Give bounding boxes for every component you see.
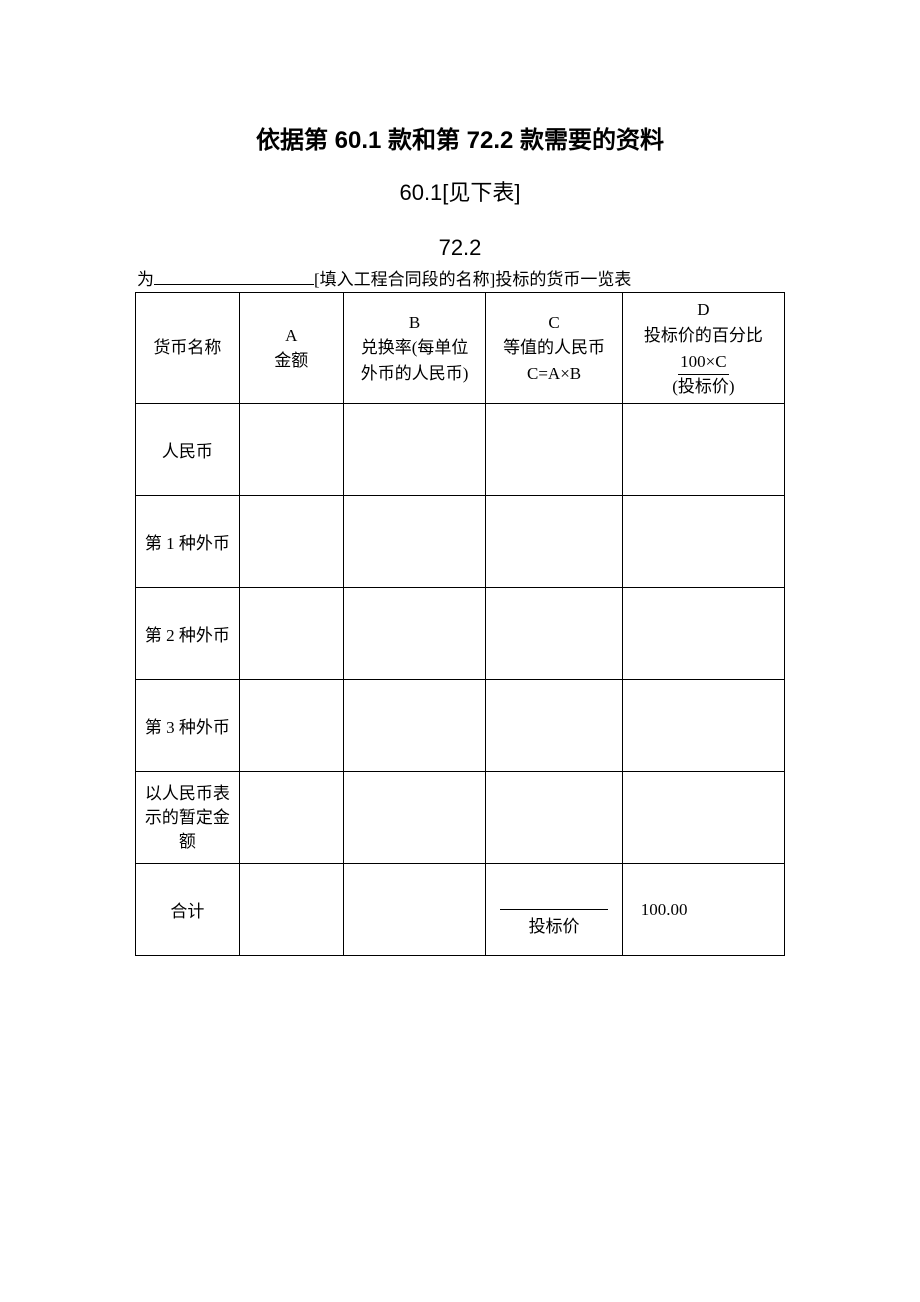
header-b-text1: 兑换率(每单位 [361,338,469,357]
header-b-text2: 外币的人民币) [361,364,469,383]
form-suffix: [填入工程合同段的名称]投标的货币一览表 [314,270,631,289]
table-row-total: 合计 投标价 100.00 [136,864,785,956]
cell-total-c: 投标价 [486,864,622,956]
cell [486,588,622,680]
blank-underline [154,267,314,285]
header-c-formula: C=A×B [527,364,581,383]
table-row: 以人民币表示的暂定金额 [136,772,785,864]
subtitle-601: 60.1[见下表] [135,175,785,207]
cell [239,404,343,496]
cell [239,496,343,588]
table-row: 第 3 种外币 [136,680,785,772]
cell [622,404,784,496]
header-a-label: A [285,326,297,345]
cell [343,496,486,588]
header-percentage: D 投标价的百分比 100×C (投标价) [622,293,784,404]
currency-table: 货币名称 A 金额 B 兑换率(每单位 外币的人民币) C 等值的人民币 C=A… [135,292,785,956]
header-c-text1: 等值的人民币 [503,338,605,357]
row-label-fc3: 第 3 种外币 [136,680,240,772]
bid-price-label: 投标价 [496,912,611,937]
table-row: 第 2 种外币 [136,588,785,680]
header-c-label: C [548,313,559,332]
cell [343,864,486,956]
header-currency-name: 货币名称 [136,293,240,404]
row-label-fc1: 第 1 种外币 [136,496,240,588]
form-line: 为 [填入工程合同段的名称]投标的货币一览表 [135,265,785,290]
cell [343,680,486,772]
cell [239,864,343,956]
cell [622,772,784,864]
cell [622,588,784,680]
cell [343,404,486,496]
cell [486,680,622,772]
cell [239,588,343,680]
cell [239,680,343,772]
bid-price-underline [500,882,607,910]
row-label-total: 合计 [136,864,240,956]
header-exchange-rate: B 兑换率(每单位 外币的人民币) [343,293,486,404]
subtitle-722: 72.2 [135,235,785,261]
row-label-fc2: 第 2 种外币 [136,588,240,680]
cell [622,680,784,772]
cell [343,772,486,864]
header-a-text: 金额 [274,351,308,370]
header-d-label: D [697,300,709,319]
table-row: 第 1 种外币 [136,496,785,588]
cell [343,588,486,680]
header-d-numerator: 100×C [678,350,728,375]
table-row: 人民币 [136,404,785,496]
header-d-denominator: (投标价) [672,377,734,396]
cell [622,496,784,588]
header-equivalent-rmb: C 等值的人民币 C=A×B [486,293,622,404]
page-title: 依据第 60.1 款和第 72.2 款需要的资料 [135,120,785,155]
form-prefix: 为 [137,270,154,289]
cell [486,404,622,496]
cell [486,496,622,588]
row-label-provisional: 以人民币表示的暂定金额 [136,772,240,864]
header-d-fraction: 100×C (投标价) [672,350,734,399]
table-header-row: 货币名称 A 金额 B 兑换率(每单位 外币的人民币) C 等值的人民币 C=A… [136,293,785,404]
header-b-label: B [409,313,420,332]
cell-total-d: 100.00 [622,864,784,956]
cell [486,772,622,864]
row-label-rmb: 人民币 [136,404,240,496]
header-amount: A 金额 [239,293,343,404]
cell [239,772,343,864]
header-d-text: 投标价的百分比 [644,326,763,345]
